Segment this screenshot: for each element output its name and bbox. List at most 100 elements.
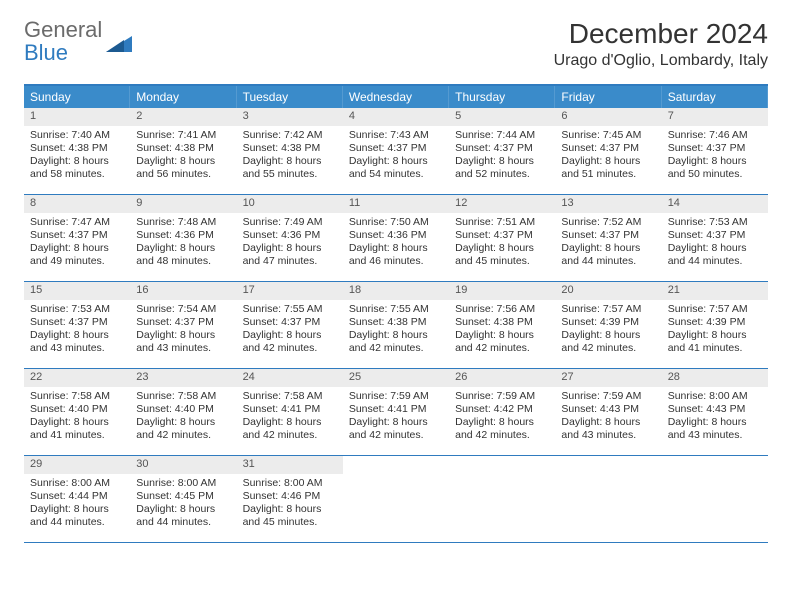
day-number: 26 bbox=[449, 369, 555, 387]
daylight-text: and 42 minutes. bbox=[243, 342, 337, 355]
daylight-text: and 44 minutes. bbox=[668, 255, 762, 268]
daylight-text: Daylight: 8 hours bbox=[30, 155, 124, 168]
title-block: December 2024 Urago d'Oglio, Lombardy, I… bbox=[554, 18, 768, 70]
sunrise-text: Sunrise: 8:00 AM bbox=[668, 390, 762, 403]
day-cell: 28Sunrise: 8:00 AMSunset: 4:43 PMDayligh… bbox=[662, 369, 768, 455]
day-number: 4 bbox=[343, 108, 449, 126]
sunrise-text: Sunrise: 7:55 AM bbox=[243, 303, 337, 316]
daylight-text: Daylight: 8 hours bbox=[349, 416, 443, 429]
sunrise-text: Sunrise: 7:53 AM bbox=[30, 303, 124, 316]
header: General Blue December 2024 Urago d'Oglio… bbox=[24, 18, 768, 70]
day-number: 3 bbox=[237, 108, 343, 126]
day-number: 2 bbox=[130, 108, 236, 126]
sunset-text: Sunset: 4:37 PM bbox=[561, 142, 655, 155]
day-cell: 8Sunrise: 7:47 AMSunset: 4:37 PMDaylight… bbox=[24, 195, 130, 281]
day-cell: 18Sunrise: 7:55 AMSunset: 4:38 PMDayligh… bbox=[343, 282, 449, 368]
empty-cell bbox=[449, 456, 555, 542]
daylight-text: and 42 minutes. bbox=[349, 429, 443, 442]
sunset-text: Sunset: 4:37 PM bbox=[668, 142, 762, 155]
dayhead-mon: Monday bbox=[130, 86, 236, 108]
daylight-text: and 56 minutes. bbox=[136, 168, 230, 181]
sunset-text: Sunset: 4:37 PM bbox=[455, 142, 549, 155]
dayhead-sun: Sunday bbox=[24, 86, 130, 108]
day-number: 30 bbox=[130, 456, 236, 474]
week-row: 8Sunrise: 7:47 AMSunset: 4:37 PMDaylight… bbox=[24, 195, 768, 282]
daylight-text: Daylight: 8 hours bbox=[455, 416, 549, 429]
sunset-text: Sunset: 4:39 PM bbox=[668, 316, 762, 329]
day-number: 5 bbox=[449, 108, 555, 126]
sunset-text: Sunset: 4:45 PM bbox=[136, 490, 230, 503]
sunrise-text: Sunrise: 7:59 AM bbox=[561, 390, 655, 403]
day-number: 13 bbox=[555, 195, 661, 213]
day-number: 17 bbox=[237, 282, 343, 300]
daylight-text: and 45 minutes. bbox=[243, 516, 337, 529]
sunrise-text: Sunrise: 7:57 AM bbox=[561, 303, 655, 316]
daylight-text: and 51 minutes. bbox=[561, 168, 655, 181]
sunset-text: Sunset: 4:37 PM bbox=[668, 229, 762, 242]
daylight-text: Daylight: 8 hours bbox=[30, 503, 124, 516]
day-cell: 23Sunrise: 7:58 AMSunset: 4:40 PMDayligh… bbox=[130, 369, 236, 455]
daylight-text: Daylight: 8 hours bbox=[30, 416, 124, 429]
day-number: 31 bbox=[237, 456, 343, 474]
dayhead-sat: Saturday bbox=[662, 86, 768, 108]
sunset-text: Sunset: 4:38 PM bbox=[349, 316, 443, 329]
day-number: 20 bbox=[555, 282, 661, 300]
month-title: December 2024 bbox=[554, 18, 768, 50]
daylight-text: Daylight: 8 hours bbox=[243, 155, 337, 168]
day-cell: 6Sunrise: 7:45 AMSunset: 4:37 PMDaylight… bbox=[555, 108, 661, 194]
sunset-text: Sunset: 4:38 PM bbox=[243, 142, 337, 155]
weeks-container: 1Sunrise: 7:40 AMSunset: 4:38 PMDaylight… bbox=[24, 108, 768, 543]
daylight-text: and 42 minutes. bbox=[136, 429, 230, 442]
week-row: 15Sunrise: 7:53 AMSunset: 4:37 PMDayligh… bbox=[24, 282, 768, 369]
sunrise-text: Sunrise: 7:58 AM bbox=[30, 390, 124, 403]
daylight-text: Daylight: 8 hours bbox=[561, 416, 655, 429]
daylight-text: Daylight: 8 hours bbox=[243, 503, 337, 516]
day-cell: 16Sunrise: 7:54 AMSunset: 4:37 PMDayligh… bbox=[130, 282, 236, 368]
day-cell: 30Sunrise: 8:00 AMSunset: 4:45 PMDayligh… bbox=[130, 456, 236, 542]
sunrise-text: Sunrise: 7:52 AM bbox=[561, 216, 655, 229]
day-cell: 22Sunrise: 7:58 AMSunset: 4:40 PMDayligh… bbox=[24, 369, 130, 455]
sunrise-text: Sunrise: 7:59 AM bbox=[349, 390, 443, 403]
sunset-text: Sunset: 4:36 PM bbox=[243, 229, 337, 242]
sunrise-text: Sunrise: 7:49 AM bbox=[243, 216, 337, 229]
sunset-text: Sunset: 4:43 PM bbox=[561, 403, 655, 416]
sunrise-text: Sunrise: 7:46 AM bbox=[668, 129, 762, 142]
day-cell: 17Sunrise: 7:55 AMSunset: 4:37 PMDayligh… bbox=[237, 282, 343, 368]
daylight-text: Daylight: 8 hours bbox=[668, 329, 762, 342]
daylight-text: and 45 minutes. bbox=[455, 255, 549, 268]
day-number: 7 bbox=[662, 108, 768, 126]
sunset-text: Sunset: 4:36 PM bbox=[349, 229, 443, 242]
sunset-text: Sunset: 4:42 PM bbox=[455, 403, 549, 416]
sunrise-text: Sunrise: 7:41 AM bbox=[136, 129, 230, 142]
day-number: 27 bbox=[555, 369, 661, 387]
daylight-text: and 42 minutes. bbox=[243, 429, 337, 442]
sunset-text: Sunset: 4:38 PM bbox=[455, 316, 549, 329]
day-number: 16 bbox=[130, 282, 236, 300]
day-cell: 3 Sunrise: 7:42 AMSunset: 4:38 PMDaylight… bbox=[237, 108, 343, 194]
daylight-text: and 43 minutes. bbox=[30, 342, 124, 355]
day-number: 21 bbox=[662, 282, 768, 300]
day-number: 11 bbox=[343, 195, 449, 213]
day-number: 19 bbox=[449, 282, 555, 300]
daylight-text: and 54 minutes. bbox=[349, 168, 443, 181]
sunrise-text: Sunrise: 8:00 AM bbox=[243, 477, 337, 490]
sunrise-text: Sunrise: 8:00 AM bbox=[30, 477, 124, 490]
daylight-text: Daylight: 8 hours bbox=[455, 329, 549, 342]
day-cell: 27 Sunrise: 7:59 AMSunset: 4:43 PMDayligh… bbox=[555, 369, 661, 455]
daylight-text: Daylight: 8 hours bbox=[243, 329, 337, 342]
day-number: 18 bbox=[343, 282, 449, 300]
daylight-text: Daylight: 8 hours bbox=[136, 242, 230, 255]
sunrise-text: Sunrise: 7:42 AM bbox=[243, 129, 337, 142]
daylight-text: Daylight: 8 hours bbox=[136, 503, 230, 516]
daylight-text: and 47 minutes. bbox=[243, 255, 337, 268]
sunrise-text: Sunrise: 7:51 AM bbox=[455, 216, 549, 229]
daylight-text: and 41 minutes. bbox=[30, 429, 124, 442]
daylight-text: and 44 minutes. bbox=[30, 516, 124, 529]
brand-text: General Blue bbox=[24, 18, 102, 64]
sunset-text: Sunset: 4:38 PM bbox=[30, 142, 124, 155]
daylight-text: Daylight: 8 hours bbox=[243, 416, 337, 429]
sunrise-text: Sunrise: 7:48 AM bbox=[136, 216, 230, 229]
daylight-text: and 49 minutes. bbox=[30, 255, 124, 268]
brand-line1: General bbox=[24, 17, 102, 42]
day-number: 24 bbox=[237, 369, 343, 387]
